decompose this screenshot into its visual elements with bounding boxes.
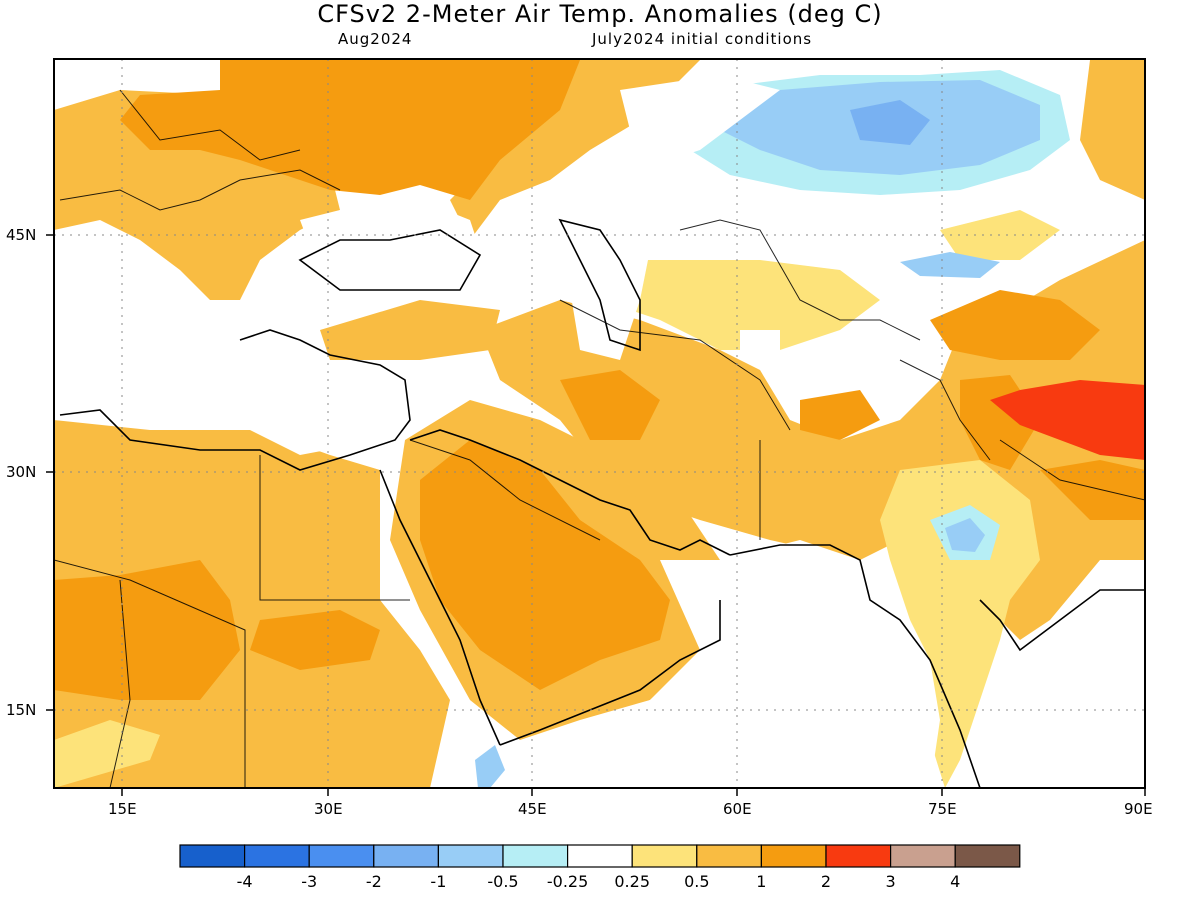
colorbar-swatch — [889, 844, 956, 868]
lon-label-75e: 75E — [928, 800, 957, 818]
anomaly-field — [54, 59, 1145, 788]
political-borders — [54, 89, 1145, 788]
lon-label-15e: 15E — [108, 800, 137, 818]
colorbar-label: 1 — [756, 872, 766, 891]
colorbar-swatch — [696, 844, 762, 868]
colorbar-label: -1 — [430, 872, 446, 891]
anomaly-1-2 — [54, 60, 1145, 700]
lon-label-60e: 60E — [723, 800, 752, 818]
colorbar-label: -4 — [237, 872, 253, 891]
colorbar-label: -0.5 — [487, 872, 518, 891]
colorbar-swatch — [244, 844, 310, 868]
colorbar-label: 0.5 — [684, 872, 709, 891]
initial-conditions: July2024 initial conditions — [592, 30, 813, 48]
colorbar-label: -3 — [301, 872, 317, 891]
anomaly-2-3 — [990, 380, 1145, 460]
colorbar-label: -2 — [366, 872, 382, 891]
colorbar-label: -0.25 — [547, 872, 588, 891]
lat-label-30n: 30N — [6, 463, 37, 481]
colorbar-swatch — [179, 844, 246, 868]
coastlines — [59, 218, 1145, 788]
lat-label-15n: 15N — [6, 701, 37, 719]
colorbar-label: 4 — [950, 872, 960, 891]
colorbar-label: 0.25 — [614, 872, 650, 891]
colorbar-swatch — [954, 844, 1021, 868]
colorbar-label: 2 — [821, 872, 831, 891]
valid-month: Aug2024 — [338, 30, 413, 48]
lon-label-45e: 45E — [518, 800, 547, 818]
map-title: CFSv2 2-Meter Air Temp. Anomalies (deg C… — [317, 0, 883, 28]
colorbar-swatch — [631, 844, 698, 868]
anomaly-0.25-0.5 — [54, 210, 1060, 788]
anomaly-negative — [475, 70, 1070, 788]
colorbar-swatch — [566, 844, 633, 868]
colorbar: -4 -3 -2 -1 -0.5 -0.25 0.25 0.5 1 2 3 4 — [179, 844, 1021, 891]
lat-label-45n: 45N — [6, 226, 37, 244]
axis-ticks — [46, 234, 1146, 796]
colorbar-swatch — [760, 844, 827, 868]
colorbar-label: 3 — [886, 872, 896, 891]
lon-label-90e: 90E — [1124, 800, 1153, 818]
colorbar-swatch — [502, 844, 569, 868]
graticule — [54, 59, 1145, 788]
map-frame — [53, 58, 1146, 789]
colorbar-swatch — [825, 844, 892, 868]
colorbar-swatch — [308, 844, 375, 868]
colorbar-swatch — [437, 844, 504, 868]
colorbar-swatch — [373, 844, 439, 868]
lon-label-30e: 30E — [314, 800, 343, 818]
anomaly-neutral — [54, 75, 940, 788]
